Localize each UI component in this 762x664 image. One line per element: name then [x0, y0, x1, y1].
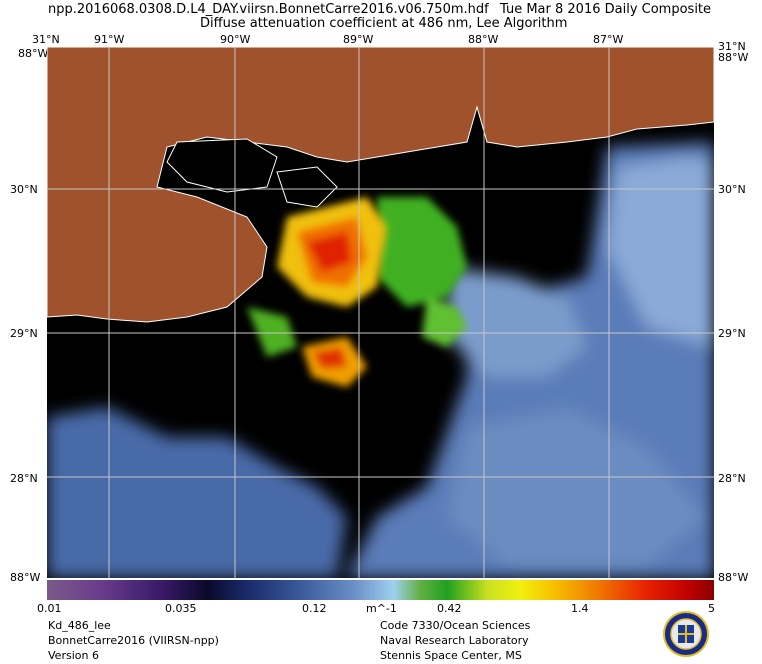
lake-borgne — [276, 166, 338, 208]
lon-label-91: 91°W — [94, 33, 125, 46]
colorbar-tick-5: 5 — [708, 602, 715, 615]
corner-label-bottom-right: 88°W — [718, 571, 749, 584]
lat-label-top-right: 31°N — [718, 40, 746, 53]
graticule — [47, 47, 714, 578]
lat-label-28-left: 28°N — [10, 472, 38, 485]
footer-code: Code 7330/Ocean Sciences — [380, 619, 531, 632]
lat-label-29-right: 29°N — [718, 327, 746, 340]
colorbar-tick-1.4: 1.4 — [571, 602, 589, 615]
sediment-plume-green — [247, 197, 467, 357]
ocean-data-layer — [47, 142, 714, 578]
lat-label-30-right: 30°N — [718, 183, 746, 196]
lon-label-89: 89°W — [343, 33, 374, 46]
colorbar-unit: m^-1 — [366, 602, 397, 615]
footer-dataset: BonnetCarre2016 (VIIRSN-npp) — [48, 634, 219, 647]
colorbar-tick-0.01: 0.01 — [37, 602, 62, 615]
corner-label-top-right: 88°W — [718, 51, 749, 64]
colorbar-tick-0.12: 0.12 — [302, 602, 327, 615]
nrl-seal-logo — [663, 611, 709, 657]
lon-label-88: 88°W — [468, 33, 499, 46]
corner-label-top-left: 88°W — [18, 47, 49, 60]
colorbar-tick-0.42: 0.42 — [437, 602, 462, 615]
product-subtitle: Diffuse attenuation coefficient at 486 n… — [200, 16, 568, 31]
file-title: npp.2016068.0308.D.L4_DAY.viirsn.BonnetC… — [48, 2, 489, 17]
lon-label-90: 90°W — [220, 33, 251, 46]
colorbar-tick-0.035: 0.035 — [165, 602, 197, 615]
footer-nrl: Naval Research Laboratory — [380, 634, 529, 647]
lat-label-top-left: 31°N — [32, 33, 60, 46]
footer-stennis: Stennis Space Center, MS — [380, 649, 522, 662]
colorbar — [47, 580, 714, 600]
date-title: Tue Mar 8 2016 Daily Composite — [500, 2, 712, 17]
chlorophyll-map — [47, 47, 714, 578]
footer-product: Kd_486_lee — [48, 619, 111, 632]
corner-label-bottom-left: 88°W — [10, 571, 41, 584]
lat-label-30-left: 30°N — [10, 183, 38, 196]
lat-label-28-right: 28°N — [718, 472, 746, 485]
lon-label-87: 87°W — [593, 33, 624, 46]
footer-version: Version 6 — [48, 649, 99, 662]
land-region — [47, 47, 714, 323]
lat-label-29-left: 29°N — [10, 327, 38, 340]
map-svg — [47, 47, 714, 578]
